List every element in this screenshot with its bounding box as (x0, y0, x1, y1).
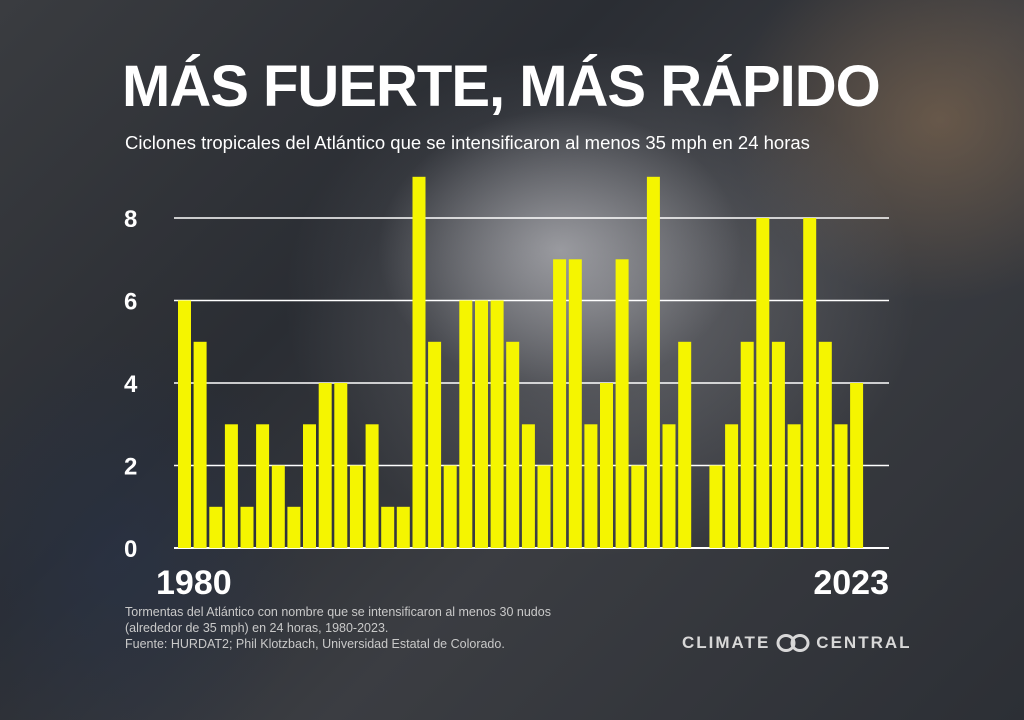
bar-1997 (443, 465, 457, 548)
bar-1980 (178, 300, 191, 548)
bar-1987 (287, 506, 301, 549)
footnote-line-1: Tormentas del Atlántico con nombre que s… (125, 605, 551, 619)
bar-1984 (240, 506, 254, 549)
bar-2022 (834, 424, 848, 549)
bar-2010 (646, 176, 660, 549)
bar-1999 (475, 300, 488, 548)
y-tick-label: 6 (124, 289, 137, 316)
bar-1985 (256, 424, 270, 549)
footnote-source: Fuente: HURDAT2; Phil Klotzbach, Univers… (125, 637, 505, 651)
x-axis-end-label: 2023 (813, 564, 889, 602)
x-axis-start-label: 1980 (156, 564, 232, 602)
bar-1996 (428, 341, 442, 549)
bar-2004 (553, 259, 567, 549)
bar-2017 (756, 218, 770, 548)
bar-1993 (381, 506, 395, 549)
bar-1992 (365, 424, 379, 549)
bar-2003 (537, 465, 551, 548)
logo-text-left: CLIMATE (682, 633, 771, 652)
y-tick-label: 8 (124, 206, 137, 233)
bar-2016 (740, 341, 754, 549)
bar-2008 (615, 259, 629, 549)
y-axis-ticks: 0 2 4 6 8 (124, 206, 138, 563)
footnote-line-2: (alrededor de 35 mph) en 24 horas, 1980-… (125, 621, 389, 635)
bar-1983 (224, 424, 238, 549)
bar-1995 (412, 176, 426, 549)
bar-2015 (725, 424, 739, 549)
logo-text-right: CENTRAL (816, 633, 912, 652)
bar-2012 (678, 341, 692, 549)
bar-2001 (506, 341, 520, 549)
chart-title: MÁS FUERTE, MÁS RÁPIDO (122, 54, 881, 119)
bar-2009 (631, 465, 645, 548)
bar-1982 (209, 506, 223, 549)
chart-subtitle: Ciclones tropicales del Atlántico que se… (125, 132, 810, 153)
bar-2019 (787, 424, 801, 549)
bar-2014 (709, 465, 723, 548)
climate-central-logo: CLIMATE CENTRAL (682, 633, 912, 653)
bar-2002 (521, 424, 535, 549)
bar-1991 (349, 465, 363, 548)
bar-2005 (568, 259, 582, 549)
y-tick-label: 0 (124, 536, 137, 563)
y-tick-label: 2 (124, 454, 137, 481)
infinity-loop-icon (776, 634, 810, 652)
footnote: Tormentas del Atlántico con nombre que s… (125, 604, 645, 652)
y-tick-label: 4 (124, 371, 138, 398)
bar-1988 (303, 424, 316, 549)
bar-2007 (600, 383, 613, 548)
bar-1994 (396, 506, 410, 549)
bar-1981 (193, 341, 207, 549)
bar-2018 (771, 341, 785, 549)
bar-1986 (271, 465, 285, 548)
bar-2000 (490, 300, 504, 548)
bar-1998 (459, 300, 473, 548)
bar-1990 (334, 383, 348, 548)
bar-2023 (850, 383, 864, 548)
bar-2021 (818, 341, 832, 549)
bar-1989 (318, 383, 332, 548)
bar-2011 (662, 424, 676, 549)
bar-2006 (584, 424, 598, 549)
bar-2020 (803, 218, 817, 548)
bars (178, 176, 864, 549)
